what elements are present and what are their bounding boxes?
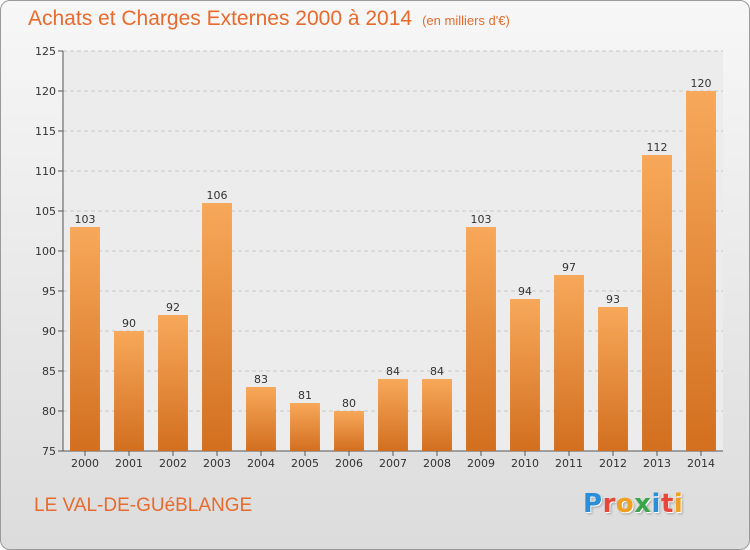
- logo-letter: i: [673, 489, 684, 519]
- x-tick-label: 2014: [687, 457, 715, 470]
- y-tick-label: 105: [35, 205, 56, 218]
- bar-value-label: 81: [298, 389, 312, 402]
- bar-value-label: 120: [691, 77, 712, 90]
- x-tick-label: 2008: [423, 457, 451, 470]
- y-tick-label: 95: [42, 285, 56, 298]
- x-tick-label: 2000: [71, 457, 99, 470]
- bar: [378, 379, 408, 451]
- bar-value-label: 84: [430, 365, 444, 378]
- logo-letter: t: [660, 489, 674, 519]
- bar-value-label: 97: [562, 261, 576, 274]
- bar: [114, 331, 144, 451]
- bar-value-label: 103: [75, 213, 96, 226]
- logo-letter: i: [651, 489, 661, 519]
- x-tick-label: 2011: [555, 457, 583, 470]
- bar: [686, 91, 716, 451]
- bar: [554, 275, 584, 451]
- bar-value-label: 92: [166, 301, 180, 314]
- bar: [466, 227, 496, 451]
- bar-value-label: 83: [254, 373, 268, 386]
- x-tick-label: 2009: [467, 457, 495, 470]
- y-tick-label: 120: [35, 85, 56, 98]
- bar: [158, 315, 188, 451]
- bar: [510, 299, 540, 451]
- y-tick-label: 115: [35, 125, 56, 138]
- chart-title-unit: (en milliers d'€): [422, 13, 510, 28]
- bar: [642, 155, 672, 451]
- x-tick-label: 2001: [115, 457, 143, 470]
- bar-value-label: 90: [122, 317, 136, 330]
- x-tick-label: 2013: [643, 457, 671, 470]
- y-tick-label: 100: [35, 245, 56, 258]
- x-tick-label: 2012: [599, 457, 627, 470]
- bar: [422, 379, 452, 451]
- logo-letter: P: [583, 489, 603, 519]
- proxiti-logo: Proxiti: [583, 489, 683, 519]
- y-tick-label: 125: [35, 45, 56, 58]
- bar: [290, 403, 320, 451]
- y-tick-label: 85: [42, 365, 56, 378]
- y-tick-label: 80: [42, 405, 56, 418]
- bar-value-label: 84: [386, 365, 400, 378]
- bar-value-label: 103: [471, 213, 492, 226]
- bars: [70, 91, 716, 451]
- x-tick-label: 2005: [291, 457, 319, 470]
- bar-value-label: 106: [207, 189, 228, 202]
- y-tick-labels: 75 80 85 90 95 100 105 110 115 120 125: [35, 45, 56, 458]
- commune-name: LE VAL-DE-GUéBLANGE: [34, 495, 253, 516]
- chart-title-main: Achats et Charges Externes 2000 à 2014: [28, 7, 413, 30]
- x-tick-label: 2010: [511, 457, 539, 470]
- value-labels: 103 90 92 106 83 81 80 84 84 103 94 97 93 112 120: [75, 77, 712, 410]
- bar: [202, 203, 232, 451]
- bar-value-label: 112: [647, 141, 668, 154]
- y-tick-label: 90: [42, 325, 56, 338]
- bar: [334, 411, 364, 451]
- bar-value-label: 80: [342, 397, 356, 410]
- bar-value-label: 93: [606, 293, 620, 306]
- bar: [70, 227, 100, 451]
- x-tick-labels: 2000 2001 2002 2003 2004 2005 2006 2007 2008 2009…: [71, 457, 715, 470]
- chart-title: Achats et Charges Externes 2000 à 2014 (e…: [28, 7, 510, 31]
- bar: [598, 307, 628, 451]
- x-tick-label: 2003: [203, 457, 231, 470]
- x-tick-label: 2007: [379, 457, 407, 470]
- logo-letter: r: [602, 489, 616, 519]
- y-tick-label: 110: [35, 165, 56, 178]
- x-tick-label: 2004: [247, 457, 275, 470]
- y-tick-label: 75: [42, 445, 56, 458]
- x-tick-label: 2002: [159, 457, 187, 470]
- x-tick-label: 2006: [335, 457, 363, 470]
- bar-value-label: 94: [518, 285, 532, 298]
- logo-letter: o: [615, 489, 635, 519]
- logo-letter: x: [634, 489, 652, 519]
- bar: [246, 387, 276, 451]
